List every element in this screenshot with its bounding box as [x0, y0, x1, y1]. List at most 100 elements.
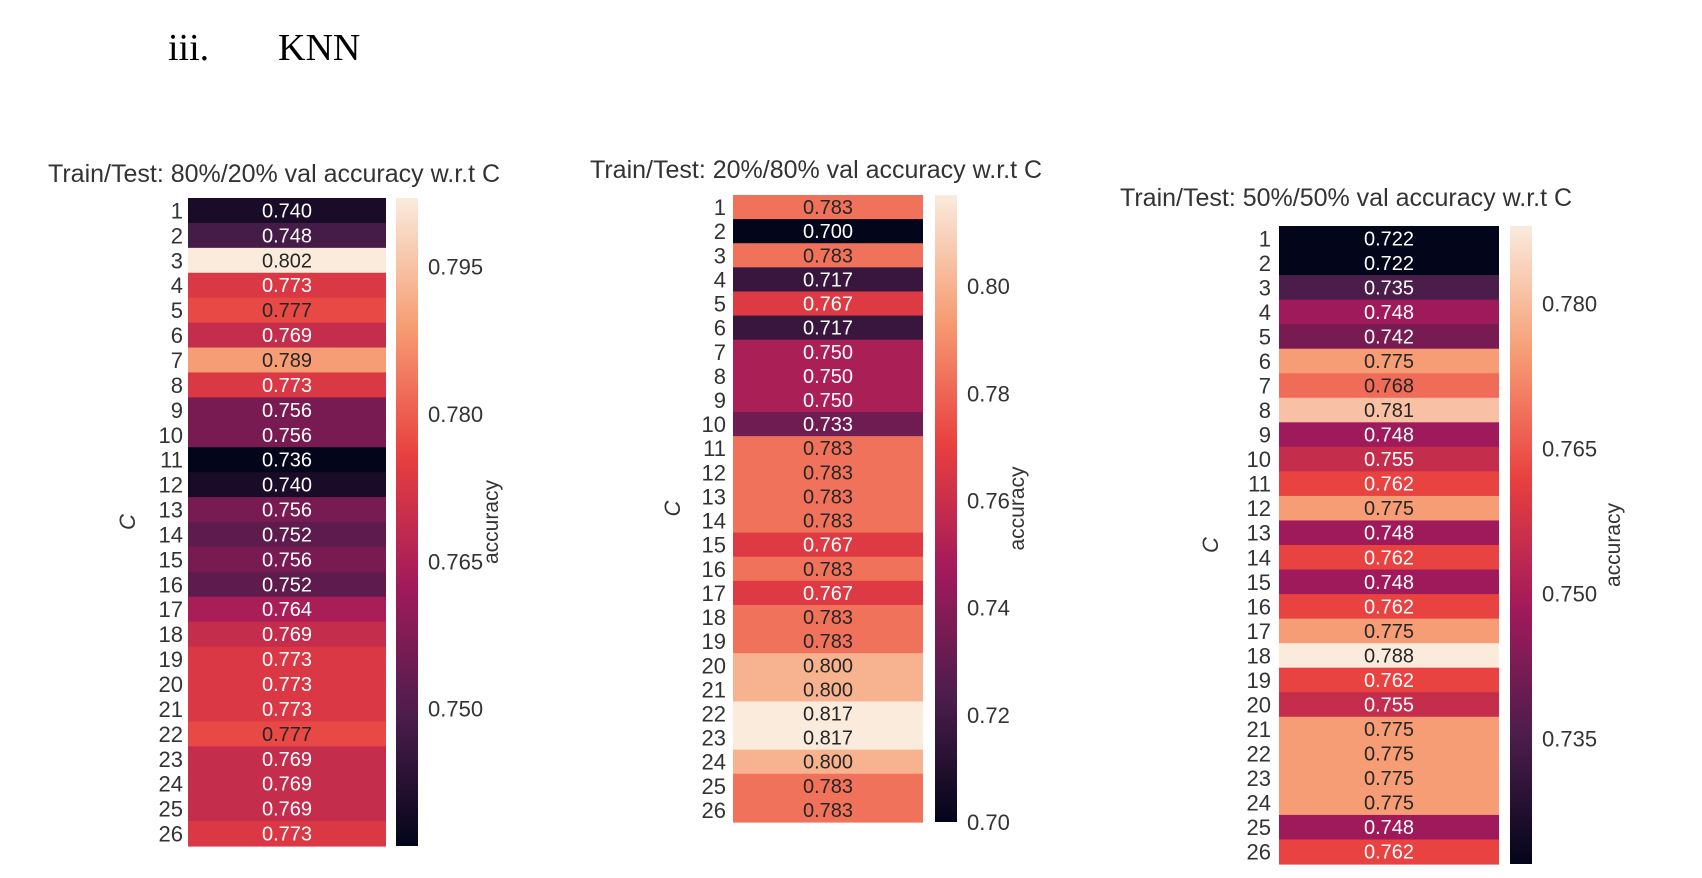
colorbar-tick-label: 0.735: [1542, 726, 1597, 751]
y-tick-label: 11: [160, 448, 183, 473]
heatmap-cell: [188, 596, 386, 623]
heatmap-cell: [733, 484, 923, 510]
y-tick-label: 1: [171, 198, 183, 223]
section-number: iii.: [168, 27, 210, 69]
y-tick-label: 8: [1259, 398, 1271, 423]
heatmap-cell: [1279, 643, 1499, 669]
y-tick-label: 10: [1247, 447, 1271, 472]
heatmap-cell: [188, 297, 386, 324]
y-tick-label: 19: [702, 629, 726, 654]
heatmap-cell: [188, 721, 386, 747]
heatmap-cell: [733, 677, 923, 703]
y-axis-label: C: [115, 514, 140, 530]
heatmap-cell: [188, 247, 386, 274]
y-tick-label: 16: [159, 572, 183, 597]
heatmap-cell: [188, 646, 386, 673]
heatmap-cell: [1279, 226, 1499, 252]
heatmap-cell: [733, 315, 923, 341]
heatmap-cell: [733, 243, 923, 268]
heatmap-cell: [1279, 250, 1499, 276]
y-tick-label: 22: [702, 701, 726, 726]
cell-value-label: 0.783: [803, 776, 853, 798]
colorbar-label: accuracy: [480, 479, 503, 564]
cell-value-label: 0.783: [803, 486, 853, 508]
colorbar-tick-label: 0.765: [428, 549, 483, 574]
y-tick-label: 3: [714, 243, 726, 268]
cell-value-label: 0.777: [262, 300, 312, 322]
heatmap-cell: [733, 412, 923, 437]
heatmap-cell: [188, 546, 386, 573]
cell-value-label: 0.781: [1364, 400, 1414, 422]
y-tick-label: 1: [714, 195, 726, 220]
heatmap-cell: [188, 571, 386, 598]
y-tick-label: 26: [159, 822, 183, 847]
cell-value-label: 0.735: [1364, 277, 1414, 299]
y-tick-label: 20: [1247, 693, 1271, 718]
heatmap-cell: [188, 222, 386, 249]
y-tick-label: 5: [714, 292, 726, 317]
y-tick-label: 22: [159, 722, 183, 747]
colorbar-tick-label: 0.76: [967, 488, 1010, 513]
cell-value-label: 0.748: [1364, 302, 1414, 324]
cell-value-label: 0.752: [262, 574, 312, 596]
cell-value-label: 0.752: [262, 524, 312, 546]
cell-value-label: 0.773: [262, 699, 312, 721]
cell-value-label: 0.783: [803, 511, 853, 533]
cell-value-label: 0.775: [1364, 744, 1414, 766]
heatmap-cell: [188, 621, 386, 648]
cell-value-label: 0.783: [803, 800, 853, 822]
heatmap-cell: [188, 397, 386, 423]
heatmap-cell: [1279, 741, 1499, 767]
y-tick-label: 15: [159, 547, 183, 572]
y-tick-label: 9: [1259, 423, 1271, 448]
y-tick-label: 12: [702, 460, 726, 485]
y-tick-label: 12: [1247, 496, 1271, 521]
colorbar-tick-label: 0.750: [428, 697, 483, 722]
cell-value-label: 0.750: [803, 366, 853, 388]
heatmap-cell: [1279, 594, 1499, 620]
heatmap-cell: [188, 696, 386, 722]
y-tick-label: 20: [159, 672, 183, 697]
cell-value-label: 0.783: [803, 607, 853, 629]
cell-value-label: 0.756: [262, 500, 312, 522]
y-tick-label: 11: [703, 436, 726, 461]
y-tick-label: 14: [702, 509, 726, 534]
y-tick-label: 17: [1247, 619, 1271, 644]
cell-value-label: 0.817: [803, 728, 853, 750]
cell-value-label: 0.773: [262, 649, 312, 671]
heatmap-cell: [1279, 446, 1499, 472]
heatmap-cell: [733, 797, 923, 823]
cell-value-label: 0.762: [1364, 474, 1414, 496]
heatmap-1: Train/Test: 80%/20% val accuracy w.r.t C…: [48, 160, 503, 847]
cell-value-label: 0.768: [1364, 376, 1414, 398]
y-tick-label: 24: [702, 750, 726, 775]
y-tick-label: 6: [171, 323, 183, 348]
cell-value-label: 0.789: [262, 350, 312, 372]
colorbar-tick-label: 0.780: [428, 402, 483, 427]
cell-value-label: 0.736: [262, 450, 312, 472]
cell-value-label: 0.802: [262, 250, 312, 272]
y-tick-label: 4: [1259, 300, 1271, 325]
heatmap-cell: [188, 347, 386, 374]
colorbar-label: accuracy: [1006, 466, 1029, 551]
heatmap-cell: [188, 671, 386, 698]
heatmap-cell: [188, 746, 386, 772]
colorbar: [1510, 226, 1532, 864]
y-tick-label: 23: [159, 747, 183, 772]
cell-value-label: 0.775: [1364, 719, 1414, 741]
y-tick-label: 19: [159, 647, 183, 672]
heatmap-cell: [1279, 692, 1499, 718]
y-tick-label: 11: [1248, 472, 1271, 497]
cell-value-label: 0.750: [803, 342, 853, 364]
heatmap-cell: [1279, 667, 1499, 693]
y-tick-label: 19: [1247, 668, 1271, 693]
cell-value-label: 0.775: [1364, 351, 1414, 373]
y-tick-label: 25: [159, 797, 183, 822]
y-tick-label: 26: [1247, 840, 1271, 865]
cell-value-label: 0.717: [803, 318, 853, 340]
y-tick-label: 21: [702, 677, 726, 702]
cell-value-label: 0.800: [803, 655, 853, 677]
heatmap-cell: [188, 198, 386, 224]
heatmap-cell: [733, 363, 923, 389]
